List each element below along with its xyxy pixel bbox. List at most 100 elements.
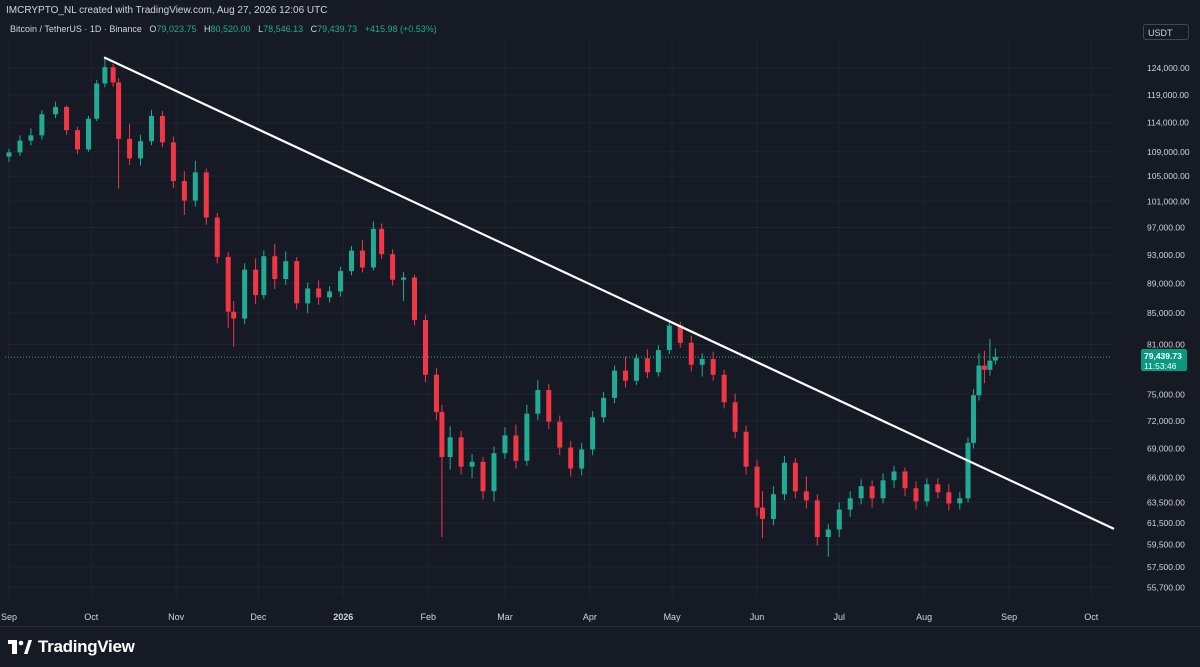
candle-body bbox=[902, 471, 908, 489]
candle-body bbox=[214, 217, 220, 257]
time-tick-label: May bbox=[664, 612, 682, 622]
candle-body bbox=[53, 106, 59, 115]
candle-body bbox=[203, 172, 209, 218]
candle-body bbox=[379, 228, 385, 255]
candle-body bbox=[491, 453, 497, 492]
tradingview-logo-text: TradingView bbox=[38, 637, 135, 656]
candle-body bbox=[116, 82, 122, 139]
time-tick-label: Dec bbox=[250, 612, 267, 622]
time-tick-label: Oct bbox=[84, 612, 99, 622]
candle-body bbox=[612, 370, 618, 398]
candle-body bbox=[825, 529, 831, 538]
price-tick-label: 85,000.00 bbox=[1147, 308, 1185, 318]
candle-body bbox=[770, 494, 776, 519]
candle-body bbox=[85, 118, 91, 150]
candle-body bbox=[294, 261, 300, 304]
change-value: +415.98 (+0.53%) bbox=[364, 24, 437, 34]
price-tick-label: 97,000.00 bbox=[1147, 222, 1185, 232]
price-tick-label: 59,500.00 bbox=[1147, 540, 1185, 550]
price-tick-label: 109,000.00 bbox=[1147, 147, 1190, 157]
price-tick-label: 119,000.00 bbox=[1147, 90, 1189, 100]
price-tick-label: 105,000.00 bbox=[1147, 171, 1190, 181]
candle-body bbox=[390, 254, 396, 280]
price-tick-label: 57,500.00 bbox=[1147, 562, 1185, 572]
price-tick-label: 101,000.00 bbox=[1147, 196, 1190, 206]
candle-body bbox=[880, 480, 886, 499]
candle-body bbox=[913, 488, 919, 502]
high-label: H bbox=[204, 24, 211, 34]
candle-body bbox=[225, 256, 231, 312]
candle-body bbox=[338, 271, 344, 292]
symbol-title[interactable]: Bitcoin / TetherUS · 1D · Binance bbox=[10, 24, 142, 34]
close-label: C bbox=[310, 24, 318, 34]
candle-body bbox=[305, 288, 311, 304]
candle-body bbox=[814, 500, 820, 538]
footer: TradingView bbox=[0, 626, 1200, 667]
candle-body bbox=[422, 320, 428, 375]
candle-body bbox=[127, 138, 133, 159]
candle-body bbox=[957, 498, 963, 504]
candle-body bbox=[869, 486, 875, 499]
candle-body bbox=[688, 342, 694, 365]
candle-body bbox=[192, 172, 198, 201]
candle-body bbox=[546, 390, 552, 422]
time-tick-label: Oct bbox=[1084, 612, 1099, 622]
time-tick-label: Aug bbox=[916, 612, 932, 622]
price-tick-label: 124,000.00 bbox=[1147, 63, 1190, 73]
candle-body bbox=[754, 466, 760, 508]
currency-button[interactable]: USDT bbox=[1143, 24, 1189, 40]
candle-body bbox=[138, 141, 144, 159]
time-tick-label: Mar bbox=[497, 612, 513, 622]
time-tick-label: Sep bbox=[1, 612, 17, 622]
price-tick-label: 75,000.00 bbox=[1147, 389, 1185, 399]
candle-body bbox=[349, 250, 354, 272]
candle-body bbox=[316, 288, 322, 298]
candle-body bbox=[447, 437, 453, 458]
candle-body bbox=[64, 106, 70, 131]
price-tick-label: 114,000.00 bbox=[1147, 118, 1189, 128]
candle-body bbox=[513, 435, 519, 461]
price-tick-label: 89,000.00 bbox=[1147, 278, 1185, 288]
candle-body bbox=[858, 486, 864, 499]
candle-body bbox=[28, 135, 34, 141]
trendline-layer[interactable] bbox=[103, 56, 1115, 530]
price-axis[interactable]: 124,000.00 119,000.00 114,000.00 109,000.00… bbox=[1147, 63, 1190, 592]
candlestick-chart[interactable]: 124,000.00 119,000.00 114,000.00 109,000.00… bbox=[0, 0, 1200, 626]
candle-body bbox=[579, 449, 585, 469]
candle-body bbox=[439, 411, 445, 458]
candle-body bbox=[327, 291, 333, 298]
candle-body bbox=[253, 269, 259, 296]
candle-body bbox=[370, 228, 376, 268]
candle-body bbox=[644, 358, 650, 373]
candle-body bbox=[836, 509, 842, 530]
candle-body bbox=[359, 250, 365, 268]
tradingview-logo[interactable]: TradingView bbox=[8, 637, 135, 657]
candle-body bbox=[721, 374, 727, 403]
candles bbox=[6, 57, 998, 557]
candle-body bbox=[6, 152, 12, 157]
candle-body bbox=[891, 471, 897, 481]
open-value: 79,023.75 bbox=[156, 24, 197, 34]
candle-body bbox=[655, 350, 661, 373]
candle-body bbox=[181, 181, 187, 201]
candle-body bbox=[159, 115, 165, 143]
candle-body bbox=[847, 498, 853, 510]
high-value: 80,520.00 bbox=[210, 24, 251, 34]
low-value: 78,546.13 bbox=[263, 24, 304, 34]
low-label: L bbox=[258, 24, 264, 34]
time-tick-label: Nov bbox=[168, 612, 185, 622]
candle-body bbox=[633, 358, 639, 381]
last-price-tag: 79,439.73 11:53:46 bbox=[1141, 349, 1187, 372]
time-axis[interactable]: Sep Oct Nov Dec 2026 Feb Mar Apr May Jun Jul Aug Sep… bbox=[1, 612, 1099, 622]
candle-body bbox=[75, 130, 80, 150]
price-tick-label: 55,700.00 bbox=[1147, 582, 1185, 592]
candle-body bbox=[148, 115, 154, 142]
close-value: 79,439.73 bbox=[317, 24, 358, 34]
candle-body bbox=[469, 461, 475, 467]
candle-body bbox=[601, 397, 607, 418]
trendline[interactable] bbox=[103, 56, 1115, 530]
open-label: O bbox=[149, 24, 157, 34]
candle-body bbox=[458, 437, 464, 467]
time-tick-label: Jun bbox=[750, 612, 765, 622]
price-tick-label: 69,000.00 bbox=[1147, 443, 1185, 453]
